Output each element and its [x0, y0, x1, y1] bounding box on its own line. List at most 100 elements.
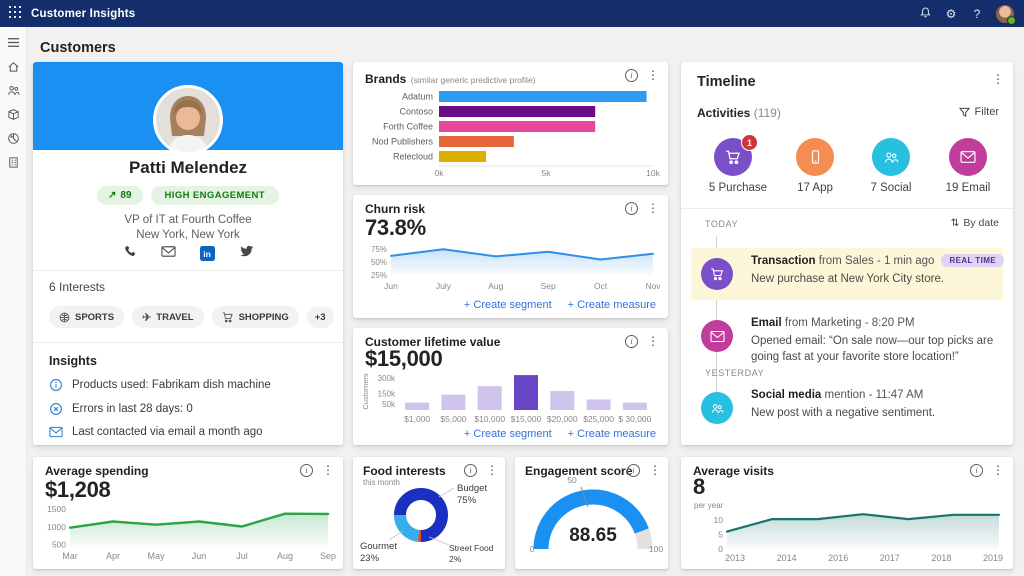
churn-card-title: Churn risk	[365, 202, 426, 216]
nav-measures-icon[interactable]	[6, 107, 21, 122]
mail-icon	[709, 330, 725, 342]
email-activity-button[interactable]	[949, 138, 987, 176]
job-title: VP of IT at Fourth Coffee	[124, 214, 252, 226]
interest-tag-sports[interactable]: SPORTS	[49, 306, 125, 328]
nav-segments-icon[interactable]	[6, 83, 21, 98]
purchase-activity-button[interactable]: 1	[714, 134, 758, 176]
email-count: 19 Email	[945, 182, 991, 194]
svg-text:$10,000: $10,000	[474, 414, 505, 424]
churn-risk-card: Churn risk i ⋮ 73.8% 75% 50% 25% Jun July Aug S…	[353, 195, 668, 318]
purchase-count: 5 Purchase	[708, 182, 768, 194]
sort-by-date[interactable]: ⇅ By date	[950, 217, 999, 229]
social-links: in	[33, 244, 343, 263]
info-icon[interactable]: i	[464, 464, 477, 477]
notifications-bell-icon[interactable]	[912, 6, 938, 22]
more-menu-icon[interactable]: ⋮	[647, 201, 659, 215]
svg-text:Sep: Sep	[541, 281, 556, 291]
visits-unit: per year	[694, 501, 724, 510]
svg-text:Jun: Jun	[384, 281, 398, 291]
svg-text:2014: 2014	[777, 553, 797, 563]
settings-gear-icon[interactable]: ⚙	[945, 6, 957, 21]
linkedin-icon[interactable]: in	[199, 246, 215, 261]
svg-text:Mar: Mar	[62, 551, 78, 561]
funnel-icon	[958, 107, 970, 117]
more-menu-icon[interactable]: ⋮	[647, 68, 659, 82]
svg-text:$25,000: $25,000	[583, 414, 614, 424]
interest-tag-more[interactable]: +3	[306, 306, 334, 328]
email-icon[interactable]	[160, 245, 176, 263]
create-segment-link[interactable]: + Create segment	[463, 299, 552, 311]
svg-text:25%: 25%	[371, 271, 387, 280]
transaction-event-title[interactable]: Transaction from Sales - 1 min ago REAL T…	[751, 254, 1005, 267]
mobile-icon	[811, 150, 819, 164]
today-label: TODAY	[705, 219, 739, 229]
svg-text:10k: 10k	[646, 168, 660, 178]
mail-icon	[960, 151, 976, 163]
average-spending-card: Average spending i ⋮ $1,208 1500 1000 500 Ma…	[33, 457, 343, 569]
svg-text:$20,000: $20,000	[547, 414, 578, 424]
svg-text:100: 100	[649, 544, 663, 554]
svg-text:75%: 75%	[371, 245, 387, 254]
brands-card-header: Brands (similar generic predictive profi…	[365, 72, 536, 86]
churn-value: 73.8%	[365, 215, 426, 240]
app-launcher-icon[interactable]	[9, 5, 21, 23]
real-time-badge: REAL TIME	[941, 254, 1005, 267]
more-menu-icon[interactable]: ⋮	[486, 463, 498, 477]
nav-menu-icon[interactable]	[6, 35, 21, 50]
sort-arrows-icon: ⇅	[950, 217, 960, 229]
svg-text:50k: 50k	[382, 400, 396, 409]
more-menu-icon[interactable]: ⋮	[992, 463, 1004, 477]
page-title: Customers	[40, 40, 116, 56]
email-event-title[interactable]: Email from Marketing - 8:20 PM	[751, 317, 915, 329]
app-activity-button[interactable]	[796, 138, 834, 176]
user-avatar[interactable]	[996, 4, 1016, 25]
info-icon[interactable]: i	[625, 335, 638, 348]
info-icon[interactable]: i	[625, 202, 638, 215]
svg-text:Contoso: Contoso	[399, 107, 433, 117]
twitter-icon[interactable]	[239, 245, 254, 263]
visits-card-title: Average visits	[693, 464, 774, 478]
info-icon[interactable]: i	[970, 464, 983, 477]
more-menu-icon[interactable]: ⋮	[322, 463, 334, 477]
location: New York, New York	[136, 229, 240, 241]
svg-text:50: 50	[567, 475, 577, 485]
interest-tag-shopping[interactable]: SHOPPING	[211, 306, 299, 328]
svg-text:2018: 2018	[931, 553, 951, 563]
svg-text:2016: 2016	[828, 553, 848, 563]
svg-text:Forth Coffee: Forth Coffee	[383, 122, 433, 132]
create-segment-link[interactable]: + Create segment	[463, 428, 552, 440]
social-event-title[interactable]: Social media mention - 11:47 AM	[751, 389, 924, 401]
phone-icon[interactable]	[123, 244, 137, 263]
help-icon[interactable]: ?	[973, 6, 981, 21]
divider	[33, 342, 343, 343]
food-card-subtitle: this month	[363, 478, 400, 487]
svg-text:$5,000: $5,000	[440, 414, 466, 424]
more-menu-icon[interactable]: ⋮	[647, 334, 659, 348]
customer-profile-card: Patti Melendez ↗ 89 HIGH ENGAGEMENT VP o…	[33, 62, 343, 445]
svg-text:10: 10	[714, 515, 724, 525]
donut-label-gourmet: Gourmet 23%	[360, 541, 397, 564]
nav-intelligence-icon[interactable]	[6, 131, 21, 146]
info-icon[interactable]: i	[627, 464, 640, 477]
info-icon[interactable]: i	[625, 69, 638, 82]
interest-tag-travel[interactable]: ✈ TRAVEL	[132, 306, 204, 328]
insight-row: Products used: Fabrikam dish machine	[49, 378, 271, 392]
social-activity-button[interactable]	[872, 138, 910, 176]
donut-label-budget: Budget 75%	[457, 483, 488, 506]
create-measure-link[interactable]: + Create measure	[567, 428, 656, 440]
svg-text:0: 0	[530, 544, 535, 554]
engagement-score-card: Engagement score i ⋮ 50 0 100 88.65	[515, 457, 668, 569]
nav-home-icon[interactable]	[6, 59, 21, 74]
top-app-bar: Customer Insights ⚙ ?	[0, 0, 1024, 27]
svg-text:Oct: Oct	[594, 281, 608, 291]
info-icon[interactable]: i	[300, 464, 313, 477]
more-menu-icon[interactable]: ⋮	[649, 463, 661, 477]
nav-entities-icon[interactable]	[6, 155, 21, 170]
info-circle-icon	[50, 379, 62, 391]
create-measure-link[interactable]: + Create measure	[567, 299, 656, 311]
svg-text:88.65: 88.65	[569, 525, 617, 546]
more-menu-icon[interactable]: ⋮	[992, 72, 1004, 86]
filter-button[interactable]: Filter	[958, 106, 999, 118]
